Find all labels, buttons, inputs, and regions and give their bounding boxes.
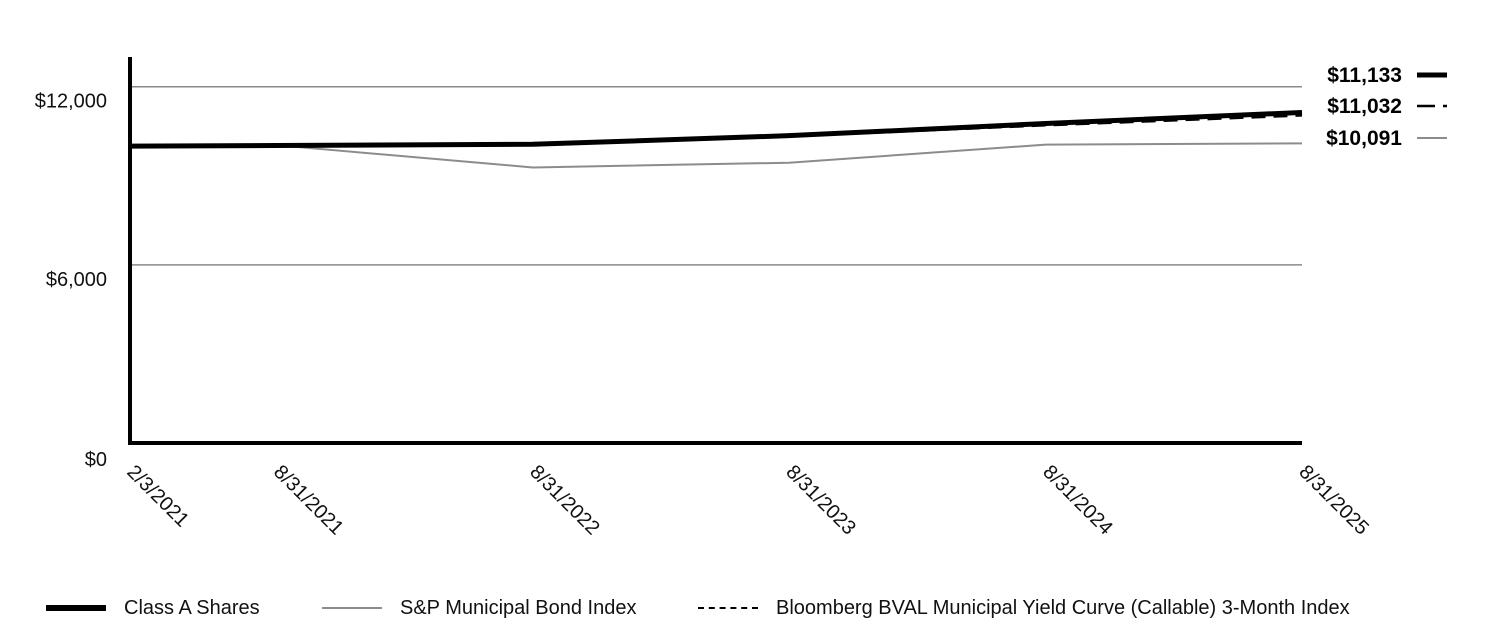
legend-item-bloomberg: Bloomberg BVAL Municipal Yield Curve (Ca… <box>698 590 1350 626</box>
end-value-label: $11,032 <box>1327 95 1402 118</box>
x-tick-label: 8/31/2023 <box>781 461 859 539</box>
gridlines <box>130 85 1302 266</box>
legend-swatch-class-a <box>46 605 106 611</box>
series-line <box>129 109 1303 149</box>
legend-label: S&P Municipal Bond Index <box>400 596 637 619</box>
legend-label: Class A Shares <box>124 596 260 619</box>
legend-swatch-bloomberg <box>698 607 758 609</box>
x-tick-label: 8/31/2022 <box>525 461 603 539</box>
legend-label: Bloomberg BVAL Municipal Yield Curve (Ca… <box>776 596 1350 619</box>
legend: Class A Shares S&P Municipal Bond Index … <box>0 590 1512 626</box>
y-tick-labels: $0 $6,000 $12,000 <box>35 91 107 471</box>
y-tick-label: $12,000 <box>35 91 107 113</box>
x-tick-labels: 2/3/2021 8/31/2021 8/31/2022 8/31/2023 8/31/… <box>122 461 1372 539</box>
end-value-labels: $11,133 $11,032 $10,091 <box>1326 64 1447 150</box>
axes <box>128 57 1302 445</box>
legend-item-sp-municipal: S&P Municipal Bond Index <box>322 590 636 626</box>
legend-swatch-sp-municipal <box>322 607 382 609</box>
end-value-label: $11,133 <box>1327 64 1402 87</box>
x-tick-label: 8/31/2025 <box>1294 461 1372 539</box>
y-tick-label: $6,000 <box>46 269 107 291</box>
x-tick-label: 2/3/2021 <box>122 461 193 532</box>
x-tick-label: 8/31/2021 <box>269 461 347 539</box>
x-tick-label: 8/31/2024 <box>1038 461 1116 539</box>
y-tick-label: $0 <box>85 449 107 471</box>
series-lines <box>129 109 1303 169</box>
legend-item-class-a: Class A Shares <box>46 590 260 626</box>
end-value-label: $10,091 <box>1326 127 1402 150</box>
